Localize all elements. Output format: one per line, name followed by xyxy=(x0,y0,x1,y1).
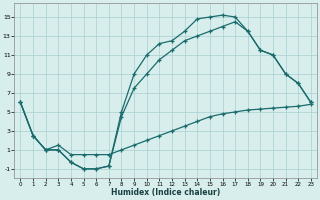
X-axis label: Humidex (Indice chaleur): Humidex (Indice chaleur) xyxy=(111,188,220,197)
